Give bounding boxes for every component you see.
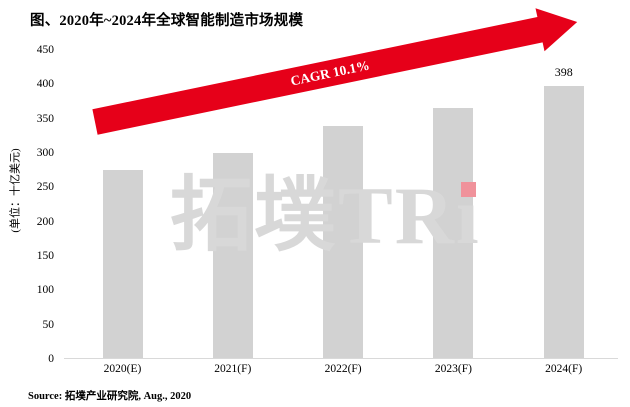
- x-category-label: 2021(F): [214, 363, 252, 375]
- y-tick-label: 400: [36, 78, 54, 91]
- y-tick-label: 200: [36, 215, 54, 228]
- bar: [543, 85, 584, 359]
- y-tick-label: 300: [36, 147, 54, 159]
- bar: [102, 170, 143, 359]
- x-category-label: 2023(F): [434, 363, 472, 375]
- x-category-label: 2024(F): [545, 363, 583, 375]
- cagr-label: CAGR 10.1%: [289, 57, 371, 88]
- bar: [323, 125, 364, 359]
- y-tick-label: 250: [36, 181, 54, 194]
- watermark-dot-icon: [461, 182, 476, 197]
- watermark-logo: 拓墣TRı: [170, 168, 481, 265]
- x-category-label: 2020(E): [103, 363, 142, 375]
- y-tick-label: 350: [36, 112, 54, 125]
- y-tick-label: 50: [42, 318, 55, 331]
- x-category-label: 2022(F): [324, 363, 362, 375]
- y-tick-label: 100: [36, 284, 54, 297]
- y-tick-label: 450: [36, 44, 54, 56]
- watermark-text: 拓墣TRı: [170, 170, 481, 261]
- bar-value-label: 398: [554, 64, 573, 79]
- bar: [212, 153, 253, 359]
- chart-title: 图、2020年~2024年全球智能制造市场规模: [30, 13, 304, 29]
- bar: [433, 108, 474, 359]
- y-tick-label: 150: [36, 250, 54, 262]
- x-axis-line: [64, 358, 618, 359]
- source-note: Source: 拓墣产业研究院, Aug., 2020: [28, 391, 192, 402]
- y-tick-label: 0: [48, 353, 54, 365]
